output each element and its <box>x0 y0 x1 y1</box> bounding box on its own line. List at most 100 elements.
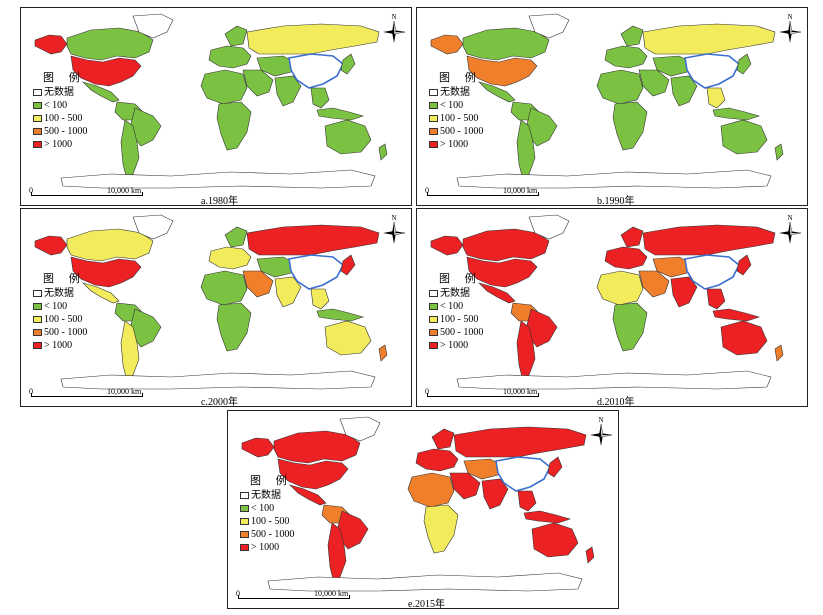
map-legend: 图 例 无数据 < 100 100 - 500 500 - 1000 > 100… <box>240 475 294 554</box>
legend-label: 100 - 500 <box>440 113 479 124</box>
scale-distance: 10,000 km <box>107 186 142 195</box>
region-china <box>495 456 552 492</box>
region-alaska <box>34 235 68 256</box>
legend-swatch <box>33 329 42 336</box>
region-europe <box>415 448 459 472</box>
legend-swatch <box>429 128 438 135</box>
compass-n-label: N <box>391 13 396 21</box>
region-africa-north <box>596 270 644 306</box>
scale-bar-line <box>427 192 539 196</box>
region-australia <box>720 320 768 356</box>
legend-item-lt100: < 100 <box>240 502 294 515</box>
region-russia <box>246 23 380 55</box>
legend-swatch <box>429 141 438 148</box>
scale-zero: 0 <box>29 387 33 396</box>
region-mideast <box>242 69 274 97</box>
legend-item-gt1000: > 1000 <box>429 138 483 151</box>
map-panel-1990: 图 例 无数据 < 100 100 - 500 500 - 1000 > 100… <box>416 7 808 207</box>
region-greenland <box>132 13 174 39</box>
legend-item-no-data: 无数据 <box>33 287 87 300</box>
legend-swatch <box>429 316 438 323</box>
region-seasia <box>310 87 330 109</box>
legend-item-500-1000: 500 - 1000 <box>429 125 483 138</box>
legend-swatch <box>33 342 42 349</box>
world-map <box>34 13 388 189</box>
north-arrow-icon: N <box>590 416 613 446</box>
panel-caption: b.1990年 <box>597 196 635 207</box>
region-europe <box>208 246 252 270</box>
region-australia <box>720 119 768 155</box>
legend-item-500-1000: 500 - 1000 <box>33 326 87 339</box>
region-japan <box>736 53 752 75</box>
legend-item-gt1000: > 1000 <box>240 541 294 554</box>
region-africa-north <box>596 69 644 105</box>
legend-swatch <box>429 290 438 297</box>
compass-n-label: N <box>391 214 396 222</box>
region-argentina <box>516 119 536 181</box>
legend-item-500-1000: 500 - 1000 <box>240 528 294 541</box>
legend-item-gt1000: > 1000 <box>429 339 483 352</box>
region-indonesia <box>523 510 572 524</box>
world-map <box>241 416 595 592</box>
legend-item-lt100: < 100 <box>33 300 87 313</box>
legend-title: 图 例 <box>250 475 293 487</box>
region-africa-south <box>612 101 648 151</box>
region-africa-south <box>423 504 459 554</box>
region-europe <box>604 45 648 69</box>
region-india <box>670 75 698 107</box>
region-usa <box>70 55 142 87</box>
legend-swatch <box>429 102 438 109</box>
north-arrow-icon: N <box>779 13 802 43</box>
panel-caption: a.1980年 <box>201 196 238 207</box>
region-africa-south <box>216 302 252 352</box>
legend-label: < 100 <box>44 100 68 111</box>
legend-swatch <box>33 115 42 122</box>
compass-n-label: N <box>787 214 792 222</box>
legend-label: 无数据 <box>251 490 281 501</box>
region-alaska <box>34 34 68 55</box>
region-usa <box>277 458 349 490</box>
region-africa-north <box>200 69 248 105</box>
region-antarctica <box>456 370 772 390</box>
region-mexico <box>477 81 516 103</box>
legend-label: > 1000 <box>440 139 469 150</box>
legend-swatch <box>429 115 438 122</box>
map-legend: 图 例 无数据 < 100 100 - 500 500 - 1000 > 100… <box>33 273 87 352</box>
map-panel-2010: 图 例 无数据 < 100 100 - 500 500 - 1000 > 100… <box>416 208 808 408</box>
region-japan <box>340 53 356 75</box>
scale-bar-line <box>427 393 539 397</box>
legend-label: > 1000 <box>251 542 280 553</box>
world-map <box>430 13 784 189</box>
region-africa-north <box>407 472 455 508</box>
region-argentina <box>516 320 536 382</box>
scale-distance: 10,000 km <box>107 387 142 396</box>
scale-distance: 10,000 km <box>503 186 538 195</box>
map-legend: 图 例 无数据 < 100 100 - 500 500 - 1000 > 100… <box>429 72 483 151</box>
legend-label: 无数据 <box>440 288 470 299</box>
region-canada <box>66 228 154 262</box>
legend-item-100-500: 100 - 500 <box>429 112 483 125</box>
region-nz <box>585 546 595 564</box>
legend-item-no-data: 无数据 <box>429 287 483 300</box>
legend-label: 100 - 500 <box>44 113 83 124</box>
panel-caption: d.2010年 <box>597 397 635 408</box>
region-scandinavia <box>224 226 248 248</box>
region-europe <box>208 45 252 69</box>
region-mideast <box>638 270 670 298</box>
region-mideast <box>449 472 481 500</box>
compass-n-label: N <box>787 13 792 21</box>
region-antarctica <box>267 572 583 592</box>
scale-zero: 0 <box>29 186 33 195</box>
legend-swatch <box>240 544 249 551</box>
legend-label: > 1000 <box>44 340 73 351</box>
region-australia <box>324 119 372 155</box>
scale-bar-line <box>31 192 143 196</box>
region-china <box>684 254 741 290</box>
region-greenland <box>132 214 174 240</box>
region-nz <box>378 344 388 362</box>
legend-swatch <box>240 505 249 512</box>
region-nz <box>774 344 784 362</box>
compass-n-label: N <box>598 416 603 424</box>
region-china <box>288 53 345 89</box>
region-antarctica <box>60 169 376 189</box>
